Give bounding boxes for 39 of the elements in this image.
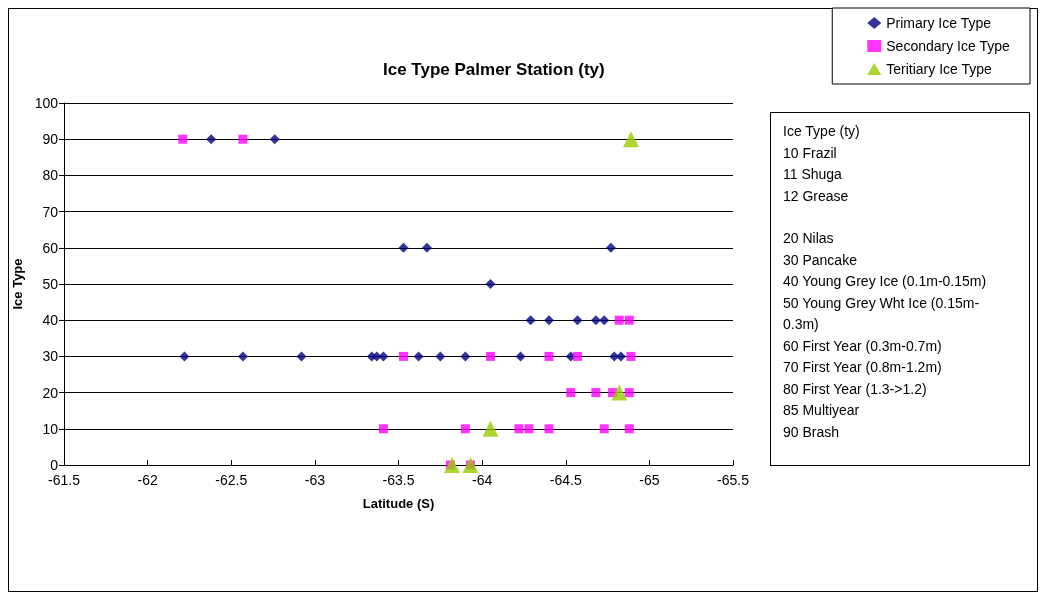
y-tick-label: 0 — [50, 457, 59, 473]
text: 90 Brash — [783, 422, 841, 442]
x-axis-title: Latitude (S) — [362, 496, 435, 511]
text: 50 Young Grey Wht Ice (0.15m-0.3m) — [783, 293, 981, 334]
text: Ice Type (ty) — [783, 122, 861, 141]
x-tick-label: -65.5 — [717, 472, 750, 488]
x-tick-label: -62.5 — [215, 472, 248, 488]
text: 20 Nilas — [783, 229, 835, 248]
x-tick-label: -64.5 — [549, 472, 582, 488]
y-tick-label: 50 — [42, 276, 59, 292]
y-tick-label: 90 — [42, 131, 59, 148]
text: 10 Frazil — [783, 143, 838, 163]
y-tick-label: 30 — [42, 348, 59, 365]
text: 80 First Year (1.3->1.2) — [783, 379, 928, 399]
x-tick-label: -64 — [472, 472, 493, 488]
y-tick-label: 80 — [42, 167, 59, 184]
x-tick-label: -63 — [304, 472, 326, 488]
y-tick-label: 100 — [34, 95, 59, 111]
legend-label: Primary Ice Type — [886, 15, 992, 31]
text: 85 Multiyear — [783, 401, 861, 420]
text: 12 Grease — [783, 186, 850, 206]
text: 70 First Year (0.8m-1.2m) — [783, 358, 943, 377]
x-tick-label: -61.5 — [48, 472, 81, 488]
y-tick-label: 60 — [42, 239, 59, 256]
x-tick-label: -65 — [639, 472, 660, 488]
y-tick-label: 20 — [42, 384, 59, 401]
y-tick-label: 40 — [42, 312, 59, 329]
x-tick-label: -63.5 — [382, 472, 415, 488]
text: 30 Pancake — [783, 250, 858, 270]
text: 40 Young Grey Ice (0.1m-0.15m) — [783, 272, 988, 291]
y-tick-label: 10 — [42, 420, 59, 437]
text: 11 Shuga — [783, 165, 843, 184]
x-tick-label: -62 — [137, 472, 158, 488]
legend-label: Teritiary Ice Type — [886, 61, 993, 77]
y-tick-label: 70 — [42, 203, 59, 220]
text: 60 First Year (0.3m-0.7m) — [783, 336, 943, 356]
chart-title: Ice Type Palmer Station (ty) — [383, 60, 605, 79]
y-axis-title: Ice Type — [9, 258, 25, 310]
legend-label: Secondary Ice Type — [886, 38, 1010, 54]
